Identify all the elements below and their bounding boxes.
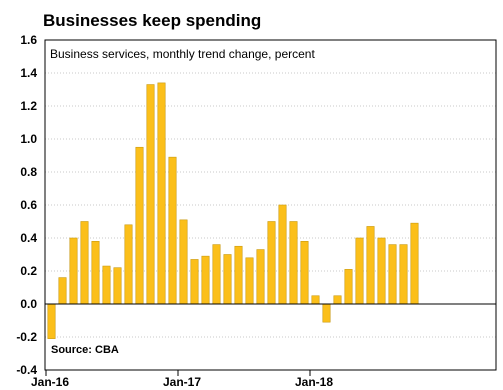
bar xyxy=(267,221,276,305)
y-tick-label: 1.6 xyxy=(20,33,37,47)
bar xyxy=(168,156,177,305)
bar xyxy=(113,267,122,305)
bar xyxy=(256,249,265,305)
bar xyxy=(201,255,210,305)
x-tick-labels: Jan-16 Jan-17 Jan-18 xyxy=(31,375,333,389)
bar xyxy=(366,226,375,305)
bar xyxy=(69,237,78,305)
bar xyxy=(344,269,353,305)
y-tick-label: -0.4 xyxy=(16,363,37,377)
bar xyxy=(399,244,408,305)
bar xyxy=(47,303,56,339)
bars xyxy=(47,82,419,339)
bar xyxy=(102,265,111,305)
bar xyxy=(377,237,386,305)
bar xyxy=(135,146,144,305)
plot-border xyxy=(44,39,497,371)
x-tick-label: Jan-17 xyxy=(163,375,201,389)
bar xyxy=(91,241,100,305)
y-tick-label: 0.8 xyxy=(20,165,37,179)
bar xyxy=(333,295,342,305)
bar xyxy=(157,82,166,305)
bar xyxy=(212,244,221,305)
bar xyxy=(289,221,298,305)
chart-subtitle: Business services, monthly trend change,… xyxy=(50,47,315,61)
y-tick-label: 0.6 xyxy=(20,198,37,212)
y-tick-label: 0.0 xyxy=(20,297,37,311)
bar xyxy=(278,204,287,305)
y-tick-label: -0.2 xyxy=(16,330,37,344)
y-tick-label: 1.0 xyxy=(20,132,37,146)
bar xyxy=(190,259,199,305)
gridlines xyxy=(45,72,496,338)
chart-title: Businesses keep spending xyxy=(43,11,261,30)
bar xyxy=(355,237,364,305)
x-tick-label: Jan-16 xyxy=(31,375,69,389)
y-tick-labels: -0.4 0.0 0.2 0.4 0.6 0.8 1.0 1.2 1.4 1.6 -0.2 xyxy=(16,33,37,377)
bar xyxy=(311,295,320,305)
source-note: Source: CBA xyxy=(51,344,119,356)
y-tick-label: 1.2 xyxy=(20,99,37,113)
bar xyxy=(234,245,243,305)
bar xyxy=(80,221,89,305)
bar xyxy=(124,224,133,305)
axes xyxy=(44,39,497,376)
bar xyxy=(146,84,155,305)
bar xyxy=(322,303,331,323)
bar xyxy=(58,277,67,305)
y-tick-label: 1.4 xyxy=(20,66,37,80)
bar xyxy=(179,219,188,305)
bar xyxy=(388,244,397,305)
bar xyxy=(300,241,309,305)
x-tick-label: Jan-18 xyxy=(295,375,333,389)
bar xyxy=(410,222,419,305)
y-tick-label: 0.2 xyxy=(20,264,37,278)
bar xyxy=(245,257,254,305)
y-tick-label: 0.4 xyxy=(20,231,37,245)
bar xyxy=(223,254,232,305)
